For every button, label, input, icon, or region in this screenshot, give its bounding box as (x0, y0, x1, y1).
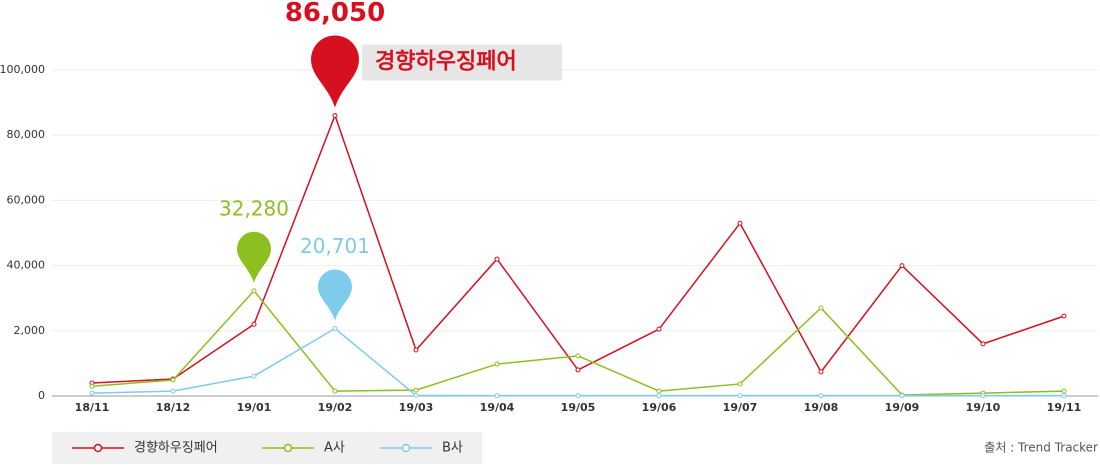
x-tick-label: 19/01 (237, 401, 272, 414)
data-point (899, 393, 905, 399)
data-point (413, 347, 419, 353)
data-point (251, 288, 257, 294)
x-tick-label: 19/06 (642, 401, 677, 414)
series-line (91, 327, 1064, 397)
pin-marker (237, 231, 271, 283)
data-point (413, 387, 419, 393)
data-point (494, 361, 500, 367)
data-point (332, 326, 338, 332)
data-point (737, 393, 743, 399)
pin-name-box (362, 44, 562, 81)
x-tick-label: 19/04 (480, 401, 515, 414)
data-point (818, 305, 824, 311)
data-point (818, 393, 824, 399)
data-point (575, 393, 581, 399)
data-point (332, 112, 338, 118)
x-tick-label: 19/02 (318, 401, 353, 414)
data-point (656, 326, 662, 332)
legend-dot (401, 443, 411, 453)
data-point (494, 256, 500, 262)
data-point (1061, 393, 1067, 399)
data-point (251, 321, 257, 327)
data-point (494, 393, 500, 399)
x-tick-label: 18/11 (75, 401, 110, 414)
y-tick-label: 60,000 (7, 193, 46, 206)
x-tick-label: 19/09 (885, 401, 920, 414)
y-tick-label: 2,000 (14, 324, 46, 337)
value-label: 32,280 (219, 196, 289, 220)
x-tick-label: 19/11 (1047, 401, 1082, 414)
source: 출처 : Trend Tracker (984, 441, 1098, 455)
value-label: 86,050 (285, 0, 385, 28)
data-point (818, 369, 824, 375)
data-point (89, 383, 95, 389)
x-tick-label: 19/10 (966, 401, 1001, 414)
pin-marker (311, 35, 359, 108)
pin-name: 경향하우징페어 (375, 49, 517, 74)
data-point (89, 390, 95, 396)
data-point (737, 381, 743, 387)
x-tick-label: 18/12 (156, 401, 191, 414)
legend-dot (283, 443, 293, 453)
y-tick-label: 80,000 (7, 128, 46, 141)
data-point (737, 220, 743, 226)
legend-dot (93, 443, 103, 453)
data-point (980, 341, 986, 347)
y-tick-label: 100,000 (0, 63, 45, 76)
data-point (980, 393, 986, 399)
data-point (575, 353, 581, 359)
data-point (170, 377, 176, 383)
data-point (575, 367, 581, 373)
value-label: 20,701 (300, 234, 370, 258)
legend-label: A사 (324, 441, 345, 456)
y-tick-label: 40,000 (7, 259, 46, 272)
data-point (170, 388, 176, 394)
data-point (656, 393, 662, 399)
data-point (251, 373, 257, 379)
data-point (1061, 388, 1067, 394)
data-point (656, 388, 662, 394)
x-tick-label: 19/07 (723, 401, 758, 414)
x-tick-label: 19/08 (804, 401, 839, 414)
x-tick-label: 19/03 (399, 401, 434, 414)
x-tick-label: 19/05 (561, 401, 596, 414)
data-point (1061, 313, 1067, 319)
pin-marker (318, 269, 352, 321)
data-point (899, 263, 905, 269)
legend-label: B사 (442, 441, 463, 456)
data-point (413, 392, 419, 398)
y-tick-label: 0 (38, 389, 45, 402)
data-point (332, 388, 338, 394)
legend-label: 경향하우징페어 (134, 441, 218, 456)
